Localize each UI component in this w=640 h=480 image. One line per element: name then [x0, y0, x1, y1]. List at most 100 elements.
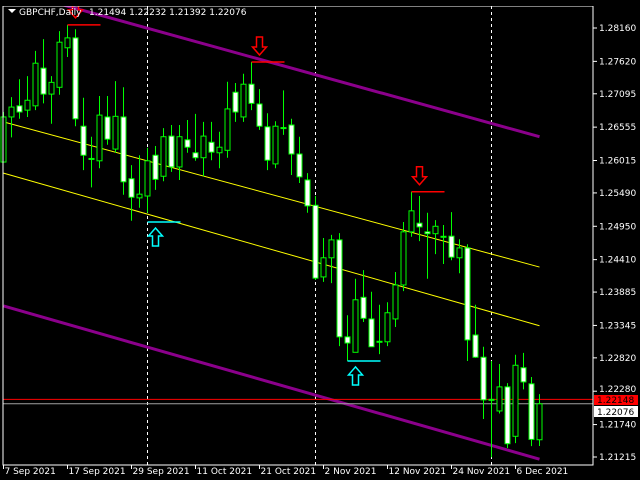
- candle-body-bear: [264, 126, 271, 161]
- time-tick-label: 2 Nov 2021: [325, 467, 377, 477]
- candle: [440, 225, 447, 264]
- candle: [432, 220, 439, 255]
- time-tick-label: 7 Sep 2021: [5, 467, 56, 477]
- candle-body-bear: [184, 139, 191, 148]
- candle: [464, 244, 471, 361]
- candle-body-bull: [512, 364, 519, 437]
- candle-body-bull: [136, 193, 143, 199]
- candle: [472, 304, 479, 358]
- price-tick-label: 1.27620: [599, 57, 636, 67]
- candle-body-bull: [536, 403, 543, 441]
- candle: [400, 221, 407, 292]
- buy-signal: [146, 221, 181, 247]
- candle-body-bear: [128, 178, 135, 198]
- candle-body-bull: [352, 299, 359, 353]
- candle-body-bear: [248, 83, 255, 104]
- candle: [264, 113, 271, 171]
- candle: [240, 73, 247, 122]
- candle-body-bear: [480, 356, 487, 401]
- candle-body-bear: [40, 67, 47, 95]
- candle-body-bull: [24, 99, 31, 111]
- candle: [200, 121, 207, 177]
- bid-price-text: 1.22076: [597, 408, 634, 418]
- candle: [280, 90, 287, 135]
- candle: [48, 76, 55, 124]
- candle-body-bear: [16, 105, 23, 113]
- chart-header: GBPCHF,Daily 1.21494 1.22232 1.21392 1.2…: [8, 8, 247, 18]
- candle-body-bull: [328, 239, 335, 259]
- candle: [296, 136, 303, 184]
- candle-body-bull: [48, 81, 55, 95]
- candle: [520, 352, 527, 390]
- candle-body-bull: [224, 108, 231, 151]
- candle: [80, 97, 87, 171]
- candle: [424, 212, 431, 279]
- price-tick-label: 1.21215: [599, 453, 636, 463]
- candle-body-bear: [312, 204, 319, 279]
- candle: [88, 136, 95, 188]
- candle: [256, 89, 263, 130]
- candle: [488, 360, 495, 458]
- candle-body-bull: [392, 284, 399, 320]
- candle-body-bear: [448, 235, 455, 258]
- candle: [344, 315, 351, 361]
- candle: [368, 291, 375, 348]
- candle: [216, 131, 223, 169]
- ask-price-text: 1.22148: [597, 396, 634, 406]
- price-axis[interactable]: 1.28160 1.27620 1.27095 1.26555 1.26015 1.254…: [593, 24, 638, 463]
- candle: [408, 191, 415, 237]
- price-tick-label: 1.25490: [599, 189, 636, 199]
- triangle-down-icon[interactable]: [8, 9, 16, 13]
- candle: [40, 39, 47, 104]
- price-tick-label: 1.22820: [599, 354, 636, 364]
- candle: [136, 155, 143, 208]
- price-tick-label: 1.28160: [599, 24, 636, 34]
- time-axis[interactable]: 7 Sep 2021 17 Sep 2021 29 Sep 2021 11 Oct 2…: [3, 465, 569, 477]
- candle-body-bear: [296, 153, 303, 178]
- candle: [416, 196, 423, 242]
- candle: [272, 121, 279, 169]
- candle: [120, 87, 127, 195]
- time-tick-label: 21 Oct 2021: [261, 467, 317, 477]
- candle-body-bear: [504, 386, 511, 445]
- candle-body-bear: [256, 103, 263, 127]
- candle-body-bear: [424, 231, 431, 235]
- candle: [248, 61, 255, 111]
- candle-body-bull: [272, 125, 279, 165]
- candle-body-bear: [288, 124, 295, 155]
- candle: [128, 165, 135, 221]
- candle: [336, 233, 343, 347]
- candle-body-bull: [240, 83, 247, 118]
- candle-body-bear: [472, 334, 479, 358]
- candle-body-bull: [216, 146, 223, 154]
- time-tick-label: 24 Nov 2021: [453, 467, 511, 477]
- chart-title: GBPCHF,Daily: [19, 8, 82, 18]
- candle-body-bear: [152, 154, 159, 180]
- arrow-up-icon: [146, 226, 165, 247]
- candle: [32, 50, 39, 111]
- candle: [536, 394, 543, 447]
- candle-body-bull: [496, 386, 503, 412]
- buy-signal: [346, 360, 381, 386]
- candle: [376, 304, 383, 355]
- candle-body-bear: [520, 367, 527, 383]
- sell-signal: [250, 36, 285, 63]
- candle: [72, 29, 79, 127]
- candle-body-bull: [32, 62, 39, 107]
- time-tick-label: 11 Oct 2021: [197, 467, 253, 477]
- price-tick-label: 1.23345: [599, 321, 636, 331]
- ask-price-label: [594, 395, 638, 405]
- candle-body-bull: [144, 160, 151, 197]
- candle: [24, 76, 31, 117]
- candle-body-bear: [344, 336, 351, 344]
- candle-body-bear: [192, 152, 199, 159]
- channel-lower-inner: [3, 172, 540, 327]
- price-tick-label: 1.23885: [599, 288, 636, 298]
- channel-lower-outer: [3, 304, 540, 461]
- time-tick-label: 17 Sep 2021: [69, 467, 126, 477]
- candle-body-bull: [200, 135, 207, 159]
- candle-body-bull: [160, 136, 167, 177]
- candle: [304, 173, 311, 213]
- candle-body-bear: [360, 296, 367, 319]
